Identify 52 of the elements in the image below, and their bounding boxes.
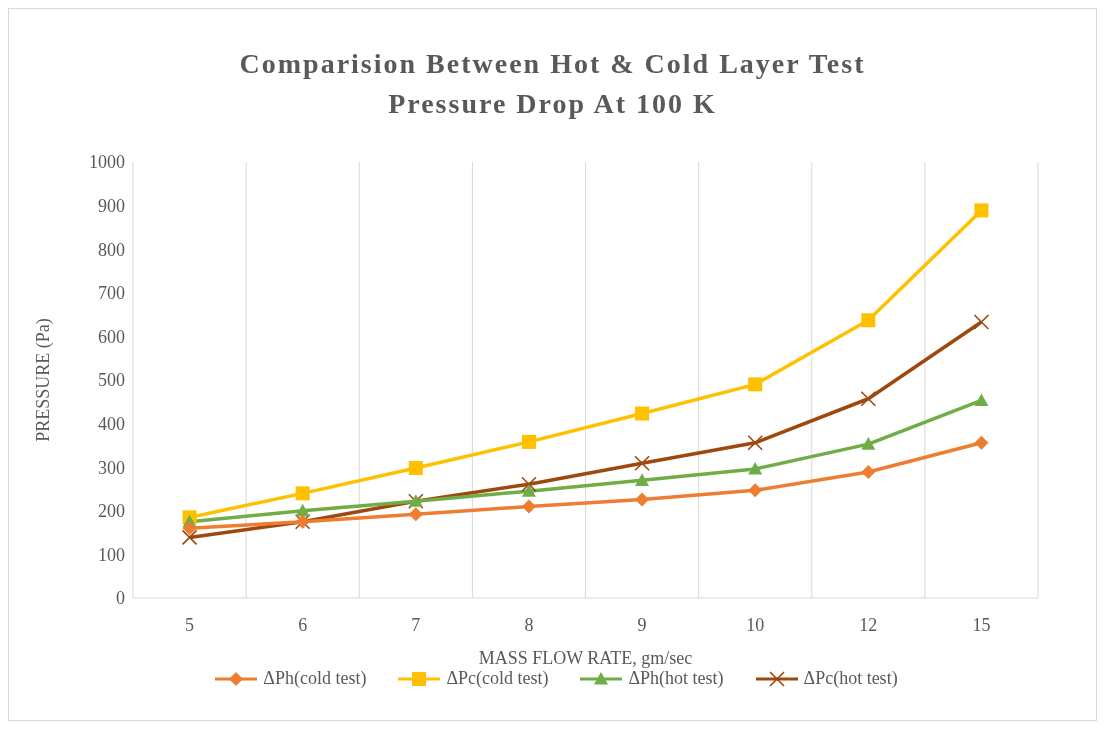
point xyxy=(861,465,876,479)
point xyxy=(182,521,197,536)
y-tick-label: 100 xyxy=(98,544,125,565)
point xyxy=(973,314,990,330)
point xyxy=(747,434,763,451)
y-tick-label: 600 xyxy=(98,326,125,347)
y-tick-label: 700 xyxy=(98,283,125,304)
point xyxy=(748,377,763,392)
legend-label: ΔPh(cold test) xyxy=(263,668,367,689)
point xyxy=(408,461,423,476)
point xyxy=(748,483,763,498)
point xyxy=(635,406,650,421)
x-tick-label: 8 xyxy=(524,614,534,635)
x-tick-label: 9 xyxy=(637,614,647,635)
point xyxy=(521,434,536,449)
point xyxy=(635,473,650,486)
point xyxy=(748,461,763,475)
y-tick-label: 800 xyxy=(98,239,125,260)
y-tick-label: 300 xyxy=(98,457,125,478)
point xyxy=(521,499,536,514)
legend-label: ΔPh(hot test) xyxy=(628,668,724,689)
x-tick-label: 10 xyxy=(746,614,765,635)
x-tick-label: 6 xyxy=(298,614,308,635)
point xyxy=(181,529,198,546)
y-tick-label: 0 xyxy=(116,588,125,609)
point xyxy=(521,484,536,497)
legend-label: ΔPc(hot test) xyxy=(803,668,898,689)
point xyxy=(635,492,650,507)
y-tick-label: 200 xyxy=(98,501,125,522)
chart-title: Comparision Between Hot & Cold Layer Test Pressure Drop At 100 K xyxy=(238,47,867,121)
y-tick-label: 500 xyxy=(98,370,125,391)
point xyxy=(974,435,989,450)
point xyxy=(408,507,423,522)
y-tick-label: 900 xyxy=(98,195,125,216)
point xyxy=(974,393,989,407)
y-tick-label: 1000 xyxy=(89,152,125,173)
x-tick-label: 5 xyxy=(185,614,195,635)
y-axis-title: PRESSURE (Pa) xyxy=(33,318,55,442)
point xyxy=(295,486,310,501)
x-tick-label: 12 xyxy=(859,614,878,635)
point xyxy=(861,437,876,450)
x-tick-label: 7 xyxy=(411,614,421,635)
point xyxy=(860,390,877,407)
point xyxy=(861,313,876,328)
x-tick-label: 15 xyxy=(972,614,991,635)
point xyxy=(634,455,650,472)
x-axis-title: MASS FLOW RATE, gm/sec xyxy=(478,648,693,668)
point xyxy=(521,476,537,492)
legend-label: ΔPc(cold test) xyxy=(446,668,549,689)
point xyxy=(974,203,989,218)
point xyxy=(295,503,310,517)
y-tick-label: 400 xyxy=(98,413,125,434)
